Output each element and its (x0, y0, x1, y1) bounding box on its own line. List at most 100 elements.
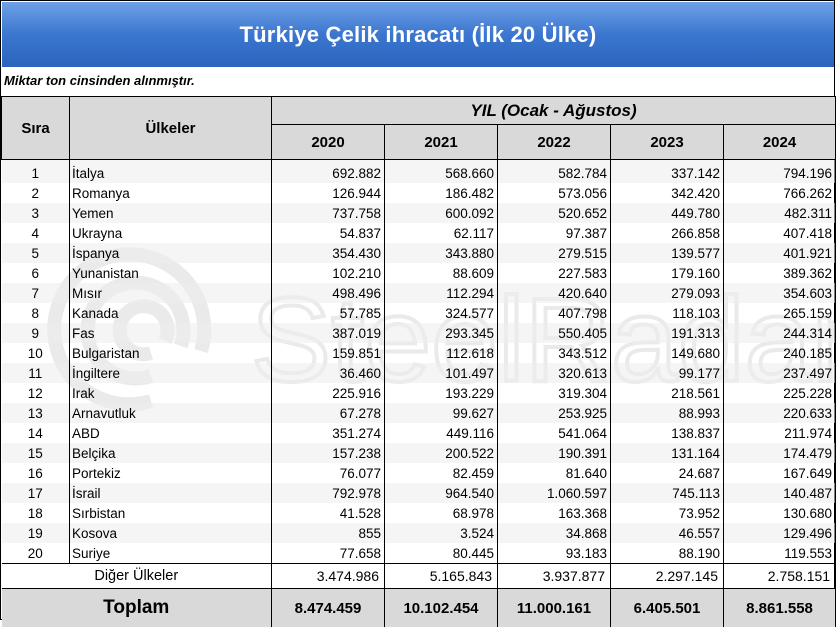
country-cell: Ukrayna (70, 223, 272, 243)
value-cell: 692.882 (272, 160, 385, 184)
country-cell: Yunanistan (70, 263, 272, 283)
value-cell: 319.304 (498, 383, 611, 403)
country-cell: Kosova (70, 523, 272, 543)
header-period: YIL (Ocak - Ağustos) (272, 97, 836, 125)
other-value: 5.165.843 (385, 564, 498, 589)
value-cell: 200.522 (385, 443, 498, 463)
value-cell: 794.196 (724, 160, 836, 184)
country-cell: Mısır (70, 283, 272, 303)
value-cell: 82.459 (385, 463, 498, 483)
value-cell: 88.609 (385, 263, 498, 283)
value-cell: 964.540 (385, 483, 498, 503)
rank-cell: 2 (2, 183, 70, 203)
rank-cell: 19 (2, 523, 70, 543)
value-cell: 449.780 (611, 203, 724, 223)
value-cell: 354.430 (272, 243, 385, 263)
value-cell: 131.164 (611, 443, 724, 463)
value-cell: 745.113 (611, 483, 724, 503)
value-cell: 174.479 (724, 443, 836, 463)
value-cell: 240.185 (724, 343, 836, 363)
value-cell: 279.093 (611, 283, 724, 303)
rank-cell: 10 (2, 343, 70, 363)
value-cell: 449.116 (385, 423, 498, 443)
value-cell: 88.993 (611, 403, 724, 423)
total-value: 11.000.161 (498, 589, 611, 627)
value-cell: 118.103 (611, 303, 724, 323)
value-cell: 62.117 (385, 223, 498, 243)
value-cell: 190.391 (498, 443, 611, 463)
value-cell: 498.496 (272, 283, 385, 303)
value-cell: 792.978 (272, 483, 385, 503)
rank-cell: 15 (2, 443, 70, 463)
value-cell: 68.978 (385, 503, 498, 523)
value-cell: 77.658 (272, 543, 385, 564)
header-country: Ülkeler (70, 97, 272, 160)
value-cell: 573.056 (498, 183, 611, 203)
value-cell: 855 (272, 523, 385, 543)
value-cell: 387.019 (272, 323, 385, 343)
rank-cell: 9 (2, 323, 70, 343)
rank-cell: 8 (2, 303, 70, 323)
value-cell: 550.405 (498, 323, 611, 343)
value-cell: 119.553 (724, 543, 836, 564)
value-cell: 237.497 (724, 363, 836, 383)
value-cell: 99.627 (385, 403, 498, 423)
value-cell: 57.785 (272, 303, 385, 323)
value-cell: 293.345 (385, 323, 498, 343)
value-cell: 343.512 (498, 343, 611, 363)
value-cell: 225.228 (724, 383, 836, 403)
header-year: 2020 (272, 125, 385, 160)
other-value: 3.474.986 (272, 564, 385, 589)
value-cell: 401.921 (724, 243, 836, 263)
value-cell: 129.496 (724, 523, 836, 543)
unit-note: Miktar ton cinsinden alınmıştır. (4, 73, 195, 88)
value-cell: 279.515 (498, 243, 611, 263)
value-cell: 24.687 (611, 463, 724, 483)
value-cell: 46.557 (611, 523, 724, 543)
value-cell: 244.314 (724, 323, 836, 343)
value-cell: 582.784 (498, 160, 611, 184)
value-cell: 93.183 (498, 543, 611, 564)
value-cell: 36.460 (272, 363, 385, 383)
value-cell: 112.294 (385, 283, 498, 303)
value-cell: 766.262 (724, 183, 836, 203)
country-cell: Suriye (70, 543, 272, 564)
value-cell: 41.528 (272, 503, 385, 523)
country-cell: İsrail (70, 483, 272, 503)
value-cell: 140.487 (724, 483, 836, 503)
total-value: 6.405.501 (611, 589, 724, 627)
other-countries-row: Diğer Ülkeler 3.474.986 5.165.843 3.937.… (2, 564, 836, 589)
country-cell: ABD (70, 423, 272, 443)
value-cell: 112.618 (385, 343, 498, 363)
value-cell: 225.916 (272, 383, 385, 403)
value-cell: 265.159 (724, 303, 836, 323)
country-cell: Arnavutluk (70, 403, 272, 423)
rank-cell: 20 (2, 543, 70, 564)
value-cell: 351.274 (272, 423, 385, 443)
value-cell: 102.210 (272, 263, 385, 283)
value-cell: 568.660 (385, 160, 498, 184)
value-cell: 88.190 (611, 543, 724, 564)
country-cell: Portekiz (70, 463, 272, 483)
total-value: 10.102.454 (385, 589, 498, 627)
value-cell: 218.561 (611, 383, 724, 403)
value-cell: 101.497 (385, 363, 498, 383)
rank-cell: 6 (2, 263, 70, 283)
country-cell: İngiltere (70, 363, 272, 383)
rank-cell: 16 (2, 463, 70, 483)
rank-cell: 13 (2, 403, 70, 423)
other-value: 3.937.877 (498, 564, 611, 589)
country-cell: Sırbistan (70, 503, 272, 523)
